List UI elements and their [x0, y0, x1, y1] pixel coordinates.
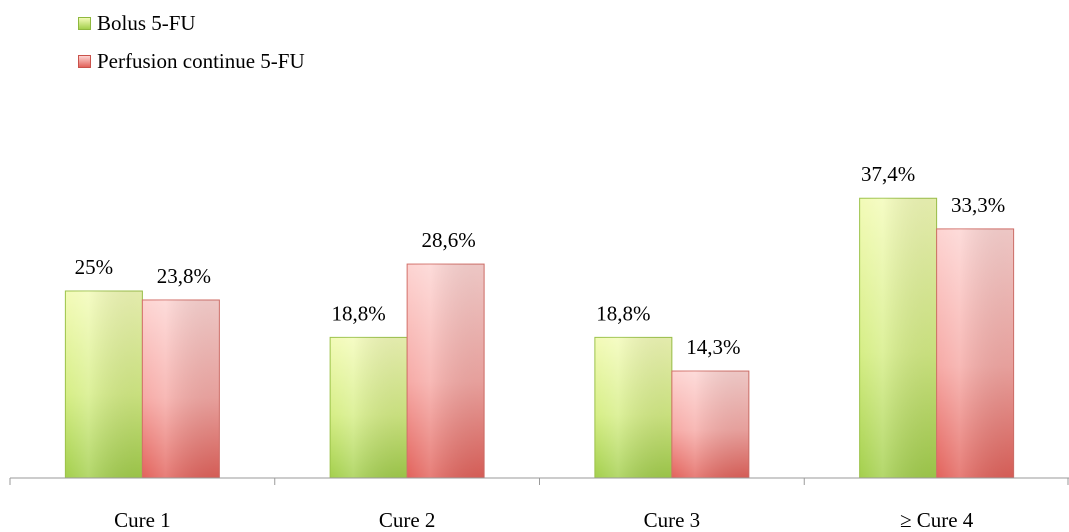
legend-label-perfusion: Perfusion continue 5-FU — [97, 48, 305, 73]
value-label-bolus-3: 18,8% — [596, 301, 650, 325]
category-labels-layer: Cure 1 Cure 2 Cure 3 ≥ Cure 4 — [114, 508, 974, 532]
bar-shine-perfusion-4 — [936, 228, 1014, 478]
bar-shine-bolus-1 — [65, 291, 143, 478]
legend: Bolus 5-FU Perfusion continue 5-FU — [78, 10, 305, 86]
value-label-bolus-2: 18,8% — [332, 301, 386, 325]
category-label-2: Cure 2 — [379, 508, 436, 532]
legend-label-bolus: Bolus 5-FU — [97, 10, 196, 35]
bar-shine-bolus-4 — [859, 198, 937, 479]
value-label-bolus-1: 25% — [75, 255, 114, 279]
bar-shine-perfusion-2 — [407, 264, 485, 478]
value-label-bolus-4: 37,4% — [861, 162, 915, 186]
bars-layer — [64, 197, 1015, 479]
bar-shine-perfusion-1 — [142, 299, 220, 478]
bar-shine-bolus-3 — [594, 337, 672, 478]
bar-shine-bolus-2 — [330, 337, 408, 478]
value-label-perfusion-2: 28,6% — [422, 228, 476, 252]
value-label-perfusion-4: 33,3% — [951, 193, 1005, 217]
legend-swatch-perfusion — [78, 54, 91, 68]
category-label-3: Cure 3 — [644, 508, 701, 532]
value-label-perfusion-1: 23,8% — [157, 264, 211, 288]
x-axis — [9, 477, 1069, 485]
legend-item-perfusion: Perfusion continue 5-FU — [78, 48, 305, 74]
category-label-4: ≥ Cure 4 — [900, 508, 974, 532]
legend-item-bolus: Bolus 5-FU — [78, 10, 305, 36]
bar-shine-perfusion-3 — [671, 371, 749, 478]
legend-swatch-bolus — [78, 16, 91, 30]
value-label-perfusion-3: 14,3% — [686, 335, 740, 359]
value-labels-layer: 25% 23,8% 18,8% 28,6% 18,8% 14,3% 37,4% 33,3% — [75, 162, 1006, 359]
category-label-1: Cure 1 — [114, 508, 171, 532]
